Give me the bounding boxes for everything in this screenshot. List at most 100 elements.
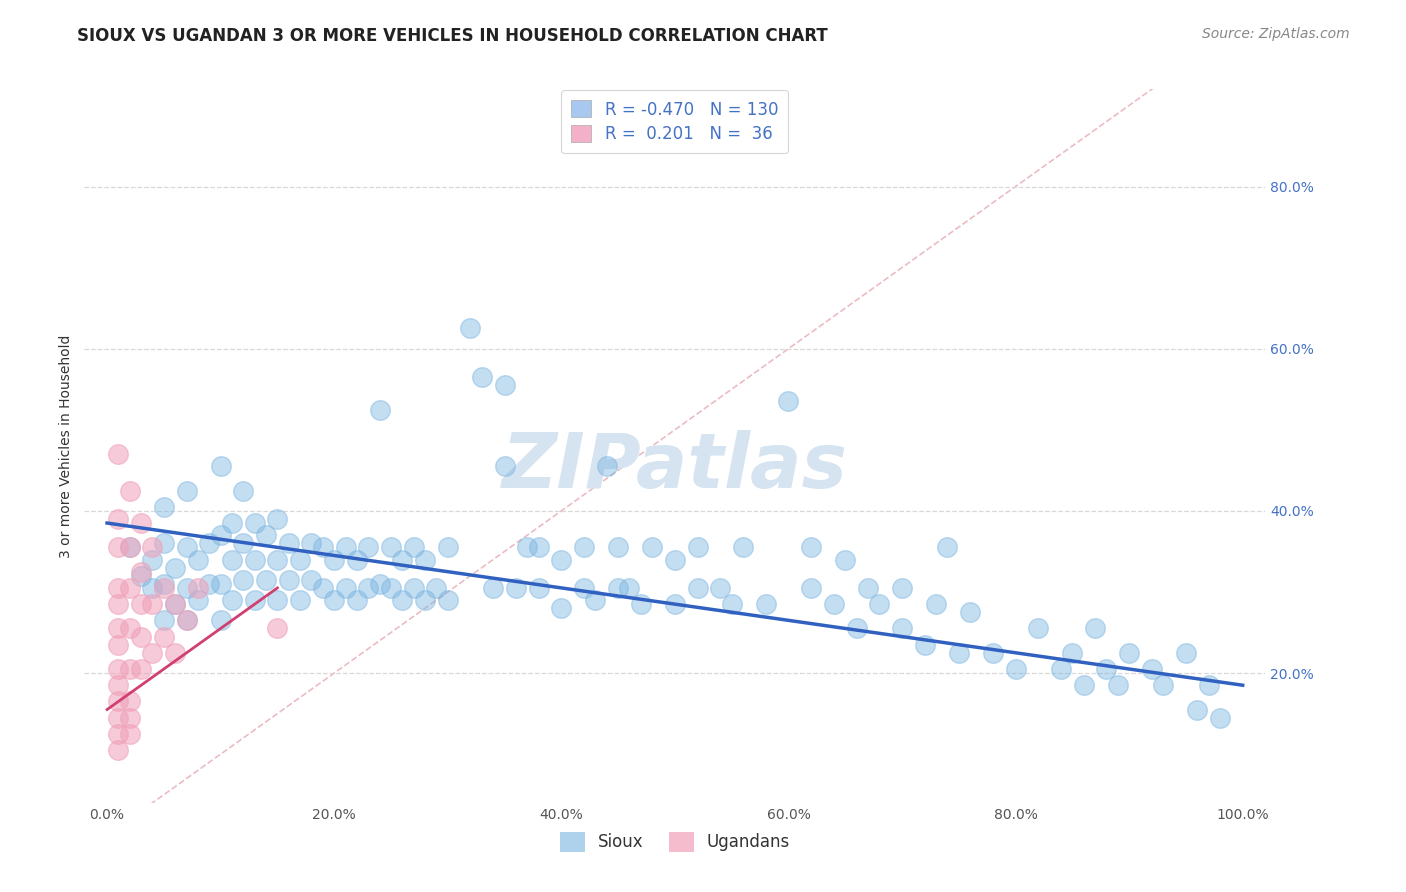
Point: [914, 638, 936, 652]
Point: [232, 573, 254, 587]
Point: [755, 597, 778, 611]
Point: [413, 593, 436, 607]
Point: [277, 536, 299, 550]
Point: [198, 577, 221, 591]
Point: [107, 638, 129, 652]
Point: [436, 593, 458, 607]
Point: [118, 581, 141, 595]
Point: [165, 560, 187, 574]
Point: [1062, 646, 1084, 660]
Text: Source: ZipAtlas.com: Source: ZipAtlas.com: [1202, 27, 1350, 41]
Point: [118, 694, 141, 708]
Point: [165, 597, 187, 611]
Point: [107, 743, 129, 757]
Point: [630, 597, 652, 611]
Point: [550, 601, 572, 615]
Point: [187, 552, 209, 566]
Point: [141, 552, 163, 566]
Point: [856, 581, 879, 595]
Point: [232, 536, 254, 550]
Point: [482, 581, 505, 595]
Point: [107, 662, 129, 676]
Point: [209, 528, 232, 542]
Point: [243, 516, 266, 530]
Point: [891, 622, 914, 636]
Point: [936, 541, 959, 555]
Point: [187, 593, 209, 607]
Point: [107, 512, 129, 526]
Point: [129, 662, 152, 676]
Point: [845, 622, 868, 636]
Text: ZIPatlas: ZIPatlas: [502, 431, 848, 504]
Point: [413, 552, 436, 566]
Point: [425, 581, 447, 595]
Point: [572, 541, 595, 555]
Point: [1026, 622, 1049, 636]
Point: [129, 516, 152, 530]
Point: [141, 597, 163, 611]
Point: [312, 541, 335, 555]
Point: [1140, 662, 1163, 676]
Point: [107, 597, 129, 611]
Point: [460, 321, 482, 335]
Point: [1152, 678, 1174, 692]
Point: [1187, 702, 1209, 716]
Point: [254, 573, 277, 587]
Point: [187, 581, 209, 595]
Point: [221, 593, 243, 607]
Point: [1198, 678, 1220, 692]
Point: [107, 541, 129, 555]
Point: [948, 646, 970, 660]
Legend: Sioux, Ugandans: Sioux, Ugandans: [553, 825, 797, 859]
Point: [607, 541, 630, 555]
Point: [153, 581, 176, 595]
Point: [118, 483, 141, 498]
Point: [641, 541, 664, 555]
Point: [254, 528, 277, 542]
Point: [686, 581, 709, 595]
Point: [107, 581, 129, 595]
Point: [596, 459, 619, 474]
Point: [550, 552, 572, 566]
Point: [494, 459, 516, 474]
Point: [346, 552, 368, 566]
Point: [505, 581, 527, 595]
Point: [346, 593, 368, 607]
Point: [107, 622, 129, 636]
Point: [221, 552, 243, 566]
Point: [176, 483, 198, 498]
Point: [1209, 711, 1232, 725]
Point: [165, 597, 187, 611]
Point: [800, 541, 823, 555]
Point: [266, 622, 288, 636]
Point: [686, 541, 709, 555]
Point: [221, 516, 243, 530]
Point: [176, 613, 198, 627]
Point: [129, 630, 152, 644]
Point: [357, 581, 380, 595]
Point: [959, 605, 981, 619]
Point: [118, 662, 141, 676]
Point: [323, 552, 346, 566]
Point: [368, 577, 391, 591]
Point: [583, 593, 606, 607]
Point: [153, 577, 176, 591]
Point: [1095, 662, 1118, 676]
Point: [288, 593, 311, 607]
Point: [335, 541, 357, 555]
Point: [1118, 646, 1140, 660]
Point: [118, 541, 141, 555]
Point: [153, 536, 176, 550]
Point: [834, 552, 856, 566]
Point: [107, 727, 129, 741]
Point: [335, 581, 357, 595]
Point: [129, 565, 152, 579]
Point: [323, 593, 346, 607]
Point: [1174, 646, 1197, 660]
Point: [209, 577, 232, 591]
Point: [277, 573, 299, 587]
Point: [664, 552, 686, 566]
Point: [925, 597, 948, 611]
Point: [266, 512, 288, 526]
Point: [198, 536, 221, 550]
